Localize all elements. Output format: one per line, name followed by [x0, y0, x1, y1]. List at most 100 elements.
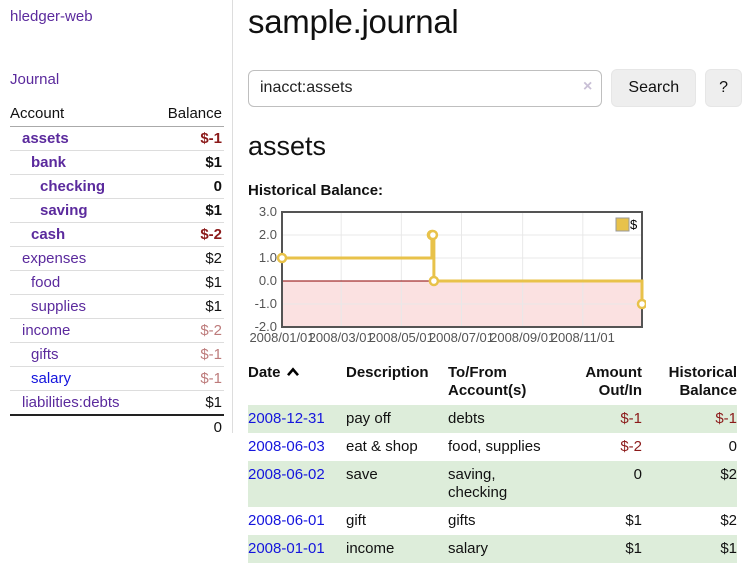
svg-text:2008/01/01: 2008/01/01: [249, 330, 314, 345]
account-row: food $1: [10, 270, 224, 295]
account-link[interactable]: supplies: [31, 298, 87, 315]
svg-text:2008/11/01: 2008/11/01: [551, 330, 615, 345]
svg-text:0.0: 0.0: [259, 273, 277, 288]
account-link[interactable]: income: [22, 322, 71, 339]
transaction-date-link[interactable]: 2008-01-01: [248, 540, 325, 557]
chart-legend-label: $: [630, 217, 638, 232]
account-link[interactable]: salary: [31, 370, 72, 387]
register-header-amount: Amount Out/In: [585, 364, 642, 399]
transaction-row: 2008-06-02 save saving, checking 0 $2: [248, 461, 737, 507]
svg-text:1.0: 1.0: [259, 250, 277, 265]
account-balance: 0: [151, 174, 224, 199]
account-row: assets $-1: [10, 127, 224, 151]
search-button[interactable]: Search: [611, 69, 697, 107]
account-balance: $-1: [151, 366, 224, 391]
account-link[interactable]: food: [31, 274, 61, 291]
accounts-header-account: Account: [10, 103, 152, 127]
transaction-description: income: [346, 540, 395, 557]
account-balance: $1: [151, 150, 224, 175]
account-row: saving $1: [10, 198, 224, 223]
account-link[interactable]: expenses: [22, 250, 87, 267]
svg-text:2008/05/01: 2008/05/01: [369, 330, 434, 345]
account-balance: $1: [151, 270, 224, 295]
transaction-description: gift: [346, 512, 367, 529]
clear-search-icon[interactable]: ×: [583, 77, 593, 95]
account-row: gifts $-1: [10, 342, 224, 367]
transaction-balance: $2: [720, 466, 737, 483]
account-balance: $-2: [151, 222, 224, 247]
transaction-date-link[interactable]: 2008-06-02: [248, 466, 325, 483]
svg-text:2008/09/01: 2008/09/01: [490, 330, 555, 345]
transaction-amount: 0: [633, 466, 642, 483]
search-form: × Search ?: [248, 69, 742, 107]
transaction-row: 2008-01-01 income salary $1 $1: [248, 535, 737, 563]
register-header-balance: Historical Balance: [668, 364, 737, 399]
sort-ascending-icon: [286, 367, 299, 377]
main-content: sample.journal × Search ? assets Histori…: [248, 0, 742, 563]
account-balance: $-1: [200, 130, 222, 147]
sidebar: hledger-web Journal Account Balance asse…: [0, 0, 233, 439]
transaction-balance: $2: [720, 512, 737, 529]
transaction-date-link[interactable]: 2008-06-01: [248, 512, 325, 529]
account-row: supplies $1: [10, 294, 224, 319]
register-header-description: Description: [346, 364, 429, 381]
accounts-table: Account Balance assets $-1 bank $1 checking 0…: [10, 103, 224, 439]
register-header-date[interactable]: Date: [248, 361, 346, 405]
account-link[interactable]: saving: [40, 202, 88, 219]
account-balance: $1: [151, 198, 224, 223]
transaction-balance: $-1: [715, 410, 737, 427]
register-table: Date Description To/From Account(s) Amou…: [248, 361, 737, 563]
svg-text:2008/03/01: 2008/03/01: [309, 330, 374, 345]
transaction-date-link[interactable]: 2008-12-31: [248, 410, 325, 427]
account-row: liabilities:debts $1: [10, 390, 224, 415]
account-link[interactable]: cash: [31, 226, 66, 243]
transaction-row: 2008-06-03 eat & shop food, supplies $-2 0: [248, 433, 737, 461]
account-balance: $1: [151, 294, 224, 319]
account-row: income $-2: [10, 318, 224, 343]
transaction-description: pay off: [346, 410, 391, 427]
account-balance: $1: [151, 390, 224, 415]
account-row: checking 0: [10, 174, 224, 199]
transaction-accounts: salary: [448, 540, 489, 557]
help-button[interactable]: ?: [705, 69, 742, 107]
transaction-amount: $-1: [620, 410, 642, 427]
accounts-header-balance: Balance: [151, 103, 224, 127]
search-input[interactable]: [260, 71, 590, 105]
transaction-row: 2008-06-01 gift gifts $1 $2: [248, 507, 737, 535]
transaction-description: save: [346, 466, 378, 483]
svg-text:-1.0: -1.0: [255, 296, 277, 311]
account-link[interactable]: bank: [31, 154, 67, 171]
account-link[interactable]: assets: [22, 130, 69, 147]
account-balance: $-2: [151, 318, 224, 343]
transaction-accounts: debts: [448, 410, 485, 427]
account-link[interactable]: gifts: [31, 346, 59, 363]
page-title: sample.journal: [248, 3, 459, 40]
svg-text:3.0: 3.0: [259, 205, 277, 219]
account-row: expenses $2: [10, 246, 224, 271]
account-link[interactable]: checking: [40, 178, 106, 195]
transaction-amount: $-2: [620, 438, 642, 455]
account-row: salary $-1: [10, 366, 224, 391]
transaction-date-link[interactable]: 2008-06-03: [248, 438, 325, 455]
transaction-description: eat & shop: [346, 438, 418, 455]
account-row: bank $1: [10, 150, 224, 175]
transaction-balance: $1: [720, 540, 737, 557]
register-header-accounts: To/From Account(s): [448, 364, 527, 399]
svg-text:-2.0: -2.0: [255, 319, 277, 334]
transaction-balance: 0: [728, 438, 737, 455]
account-row: cash $-2: [10, 222, 224, 247]
nav-journal-link[interactable]: Journal: [10, 71, 60, 88]
search-box: ×: [248, 69, 603, 107]
account-balance: $2: [151, 246, 224, 271]
account-link[interactable]: liabilities:debts: [22, 394, 120, 411]
accounts-total-value: 0: [151, 414, 224, 439]
brand-link[interactable]: hledger-web: [10, 8, 93, 25]
historical-balance-chart: $3.0 2.0 1.0 0.0 -1.0 -2.0 2008/01/01 2008/03/0…: [248, 205, 646, 347]
account-heading: assets: [248, 131, 327, 161]
account-balance: $-1: [151, 342, 224, 367]
svg-text:2008/07/01: 2008/07/01: [429, 330, 494, 345]
transaction-amount: $1: [625, 540, 642, 557]
transaction-accounts: food, supplies: [448, 438, 541, 455]
svg-text:2.0: 2.0: [259, 227, 277, 242]
accounts-total-row: 0: [10, 414, 224, 439]
